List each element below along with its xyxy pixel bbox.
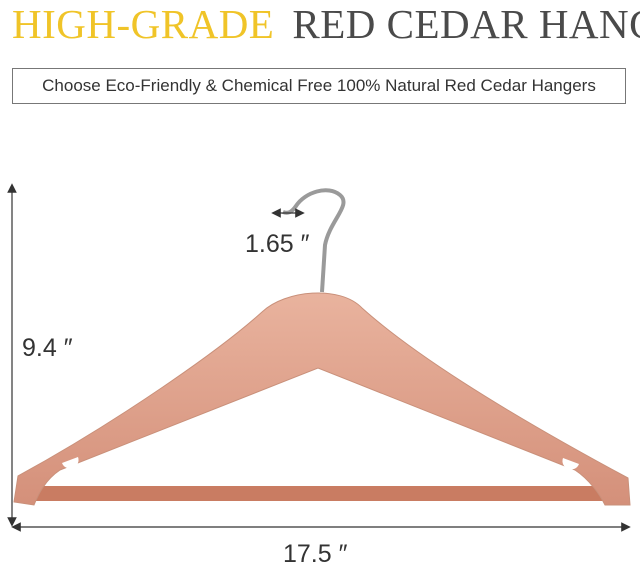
notch-right	[562, 458, 579, 470]
hook-dimension: 1.65 ″	[245, 230, 310, 258]
title: HIGH-GRADE RED CEDAR HANGER	[12, 0, 640, 48]
hanger-bar	[24, 486, 616, 501]
height-dimension: 9.4 ″	[22, 334, 73, 362]
subtitle-box: Choose Eco-Friendly & Chemical Free 100%…	[12, 68, 626, 104]
title-main: RED CEDAR HANGER	[292, 1, 640, 47]
notch-left	[62, 457, 79, 469]
hanger-body	[13, 292, 631, 506]
title-highlight: HIGH-GRADE	[12, 1, 275, 47]
width-dimension: 17.5 ″	[283, 540, 348, 568]
